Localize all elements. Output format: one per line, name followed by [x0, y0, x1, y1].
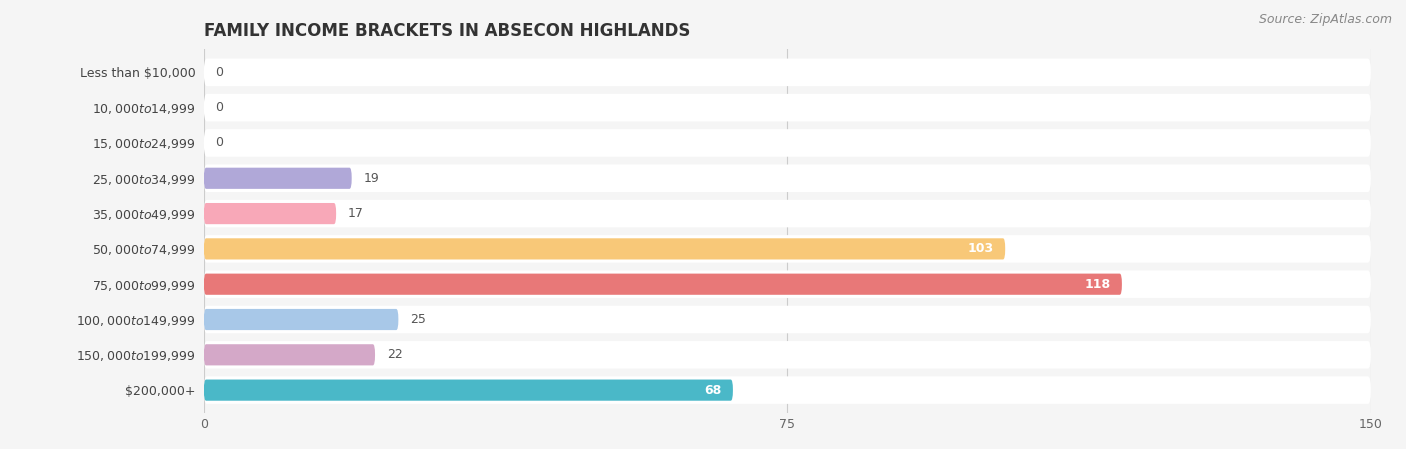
Text: Source: ZipAtlas.com: Source: ZipAtlas.com — [1258, 13, 1392, 26]
FancyBboxPatch shape — [204, 344, 375, 365]
FancyBboxPatch shape — [204, 58, 1371, 86]
Text: 118: 118 — [1084, 277, 1111, 291]
FancyBboxPatch shape — [204, 273, 1122, 295]
FancyBboxPatch shape — [204, 167, 352, 189]
FancyBboxPatch shape — [204, 200, 1371, 227]
FancyBboxPatch shape — [204, 129, 1371, 157]
Text: 68: 68 — [704, 383, 721, 396]
FancyBboxPatch shape — [204, 203, 336, 224]
FancyBboxPatch shape — [204, 376, 1371, 404]
Text: 0: 0 — [215, 136, 224, 150]
FancyBboxPatch shape — [204, 306, 1371, 333]
FancyBboxPatch shape — [204, 270, 1371, 298]
Text: 103: 103 — [967, 242, 994, 255]
Text: 0: 0 — [215, 66, 224, 79]
Text: 22: 22 — [387, 348, 402, 361]
Text: 17: 17 — [347, 207, 364, 220]
Text: 0: 0 — [215, 101, 224, 114]
FancyBboxPatch shape — [204, 235, 1371, 263]
FancyBboxPatch shape — [204, 238, 1005, 260]
FancyBboxPatch shape — [204, 94, 1371, 121]
Text: 19: 19 — [363, 172, 380, 185]
FancyBboxPatch shape — [204, 164, 1371, 192]
Text: FAMILY INCOME BRACKETS IN ABSECON HIGHLANDS: FAMILY INCOME BRACKETS IN ABSECON HIGHLA… — [204, 22, 690, 40]
FancyBboxPatch shape — [204, 309, 398, 330]
FancyBboxPatch shape — [204, 341, 1371, 369]
Text: 25: 25 — [411, 313, 426, 326]
FancyBboxPatch shape — [204, 379, 733, 401]
